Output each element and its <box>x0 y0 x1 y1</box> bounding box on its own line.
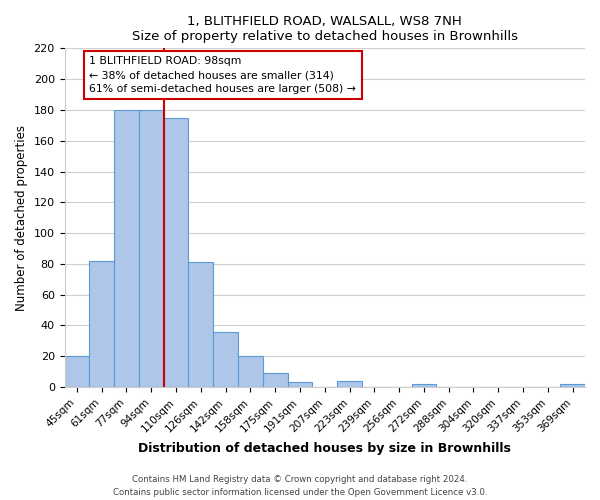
Text: 1 BLITHFIELD ROAD: 98sqm
← 38% of detached houses are smaller (314)
61% of semi-: 1 BLITHFIELD ROAD: 98sqm ← 38% of detach… <box>89 56 356 94</box>
Bar <box>114 110 139 387</box>
Text: Contains HM Land Registry data © Crown copyright and database right 2024.: Contains HM Land Registry data © Crown c… <box>132 476 468 484</box>
Bar <box>139 110 164 387</box>
Bar <box>412 384 436 387</box>
Bar <box>337 381 362 387</box>
Bar <box>89 261 114 387</box>
Bar <box>65 356 89 387</box>
Bar <box>164 118 188 387</box>
Title: 1, BLITHFIELD ROAD, WALSALL, WS8 7NH
Size of property relative to detached house: 1, BLITHFIELD ROAD, WALSALL, WS8 7NH Siz… <box>132 15 518 43</box>
Y-axis label: Number of detached properties: Number of detached properties <box>15 124 28 310</box>
Bar <box>188 262 213 387</box>
Bar <box>560 384 585 387</box>
Bar <box>238 356 263 387</box>
Bar <box>263 373 287 387</box>
X-axis label: Distribution of detached houses by size in Brownhills: Distribution of detached houses by size … <box>139 442 511 455</box>
Text: Contains public sector information licensed under the Open Government Licence v3: Contains public sector information licen… <box>113 488 487 497</box>
Bar <box>287 382 313 387</box>
Bar <box>213 332 238 387</box>
